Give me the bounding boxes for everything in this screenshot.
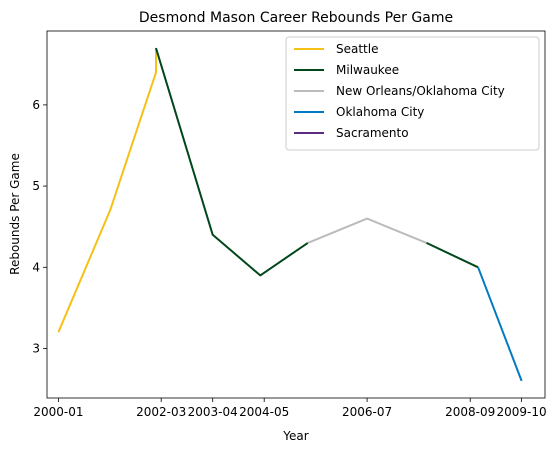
chart-title: Desmond Mason Career Rebounds Per Game — [139, 10, 453, 26]
legend-label: Oklahoma City — [336, 105, 424, 119]
series-line-0 — [57, 48, 157, 333]
x-tick-label: 2000-01 — [33, 405, 83, 419]
x-tick-label: 2008-09 — [445, 405, 495, 419]
series-line-4 — [477, 266, 523, 382]
legend: Seattle Milwaukee New Orleans/Oklahoma Cit… — [285, 36, 540, 151]
y-axis-label: Rebounds Per Game — [8, 153, 22, 275]
x-tick-label: 2006-07 — [342, 405, 392, 419]
x-tick-label: 2009-10 — [497, 405, 547, 419]
legend-label: Seattle — [336, 42, 378, 56]
plot-lines — [57, 47, 523, 382]
y-tick-label: 5 — [32, 179, 40, 193]
y-tick-label: 4 — [32, 260, 40, 274]
x-axis-label: Year — [282, 429, 308, 443]
series-line-2 — [307, 217, 427, 244]
series-line-1 — [155, 47, 309, 277]
plot-area-frame — [46, 30, 546, 399]
y-tick-label: 3 — [32, 341, 40, 355]
legend-label: Sacramento — [336, 126, 409, 140]
x-tick-label: 2004-05 — [239, 405, 289, 419]
legend-label: Milwaukee — [336, 63, 399, 77]
legend-label: New Orleans/Oklahoma City — [336, 84, 505, 98]
x-axis-ticks: 2000-01 2002-03 2003-04 2004-05 2006-07 2008-… — [33, 398, 547, 419]
legend-box — [285, 36, 540, 151]
x-tick-label: 2003-04 — [188, 405, 238, 419]
y-tick-label: 6 — [32, 98, 40, 112]
series-line-3 — [426, 241, 479, 269]
y-axis-ticks: 3 4 5 6 — [32, 98, 47, 355]
x-tick-label: 2002-03 — [136, 405, 186, 419]
